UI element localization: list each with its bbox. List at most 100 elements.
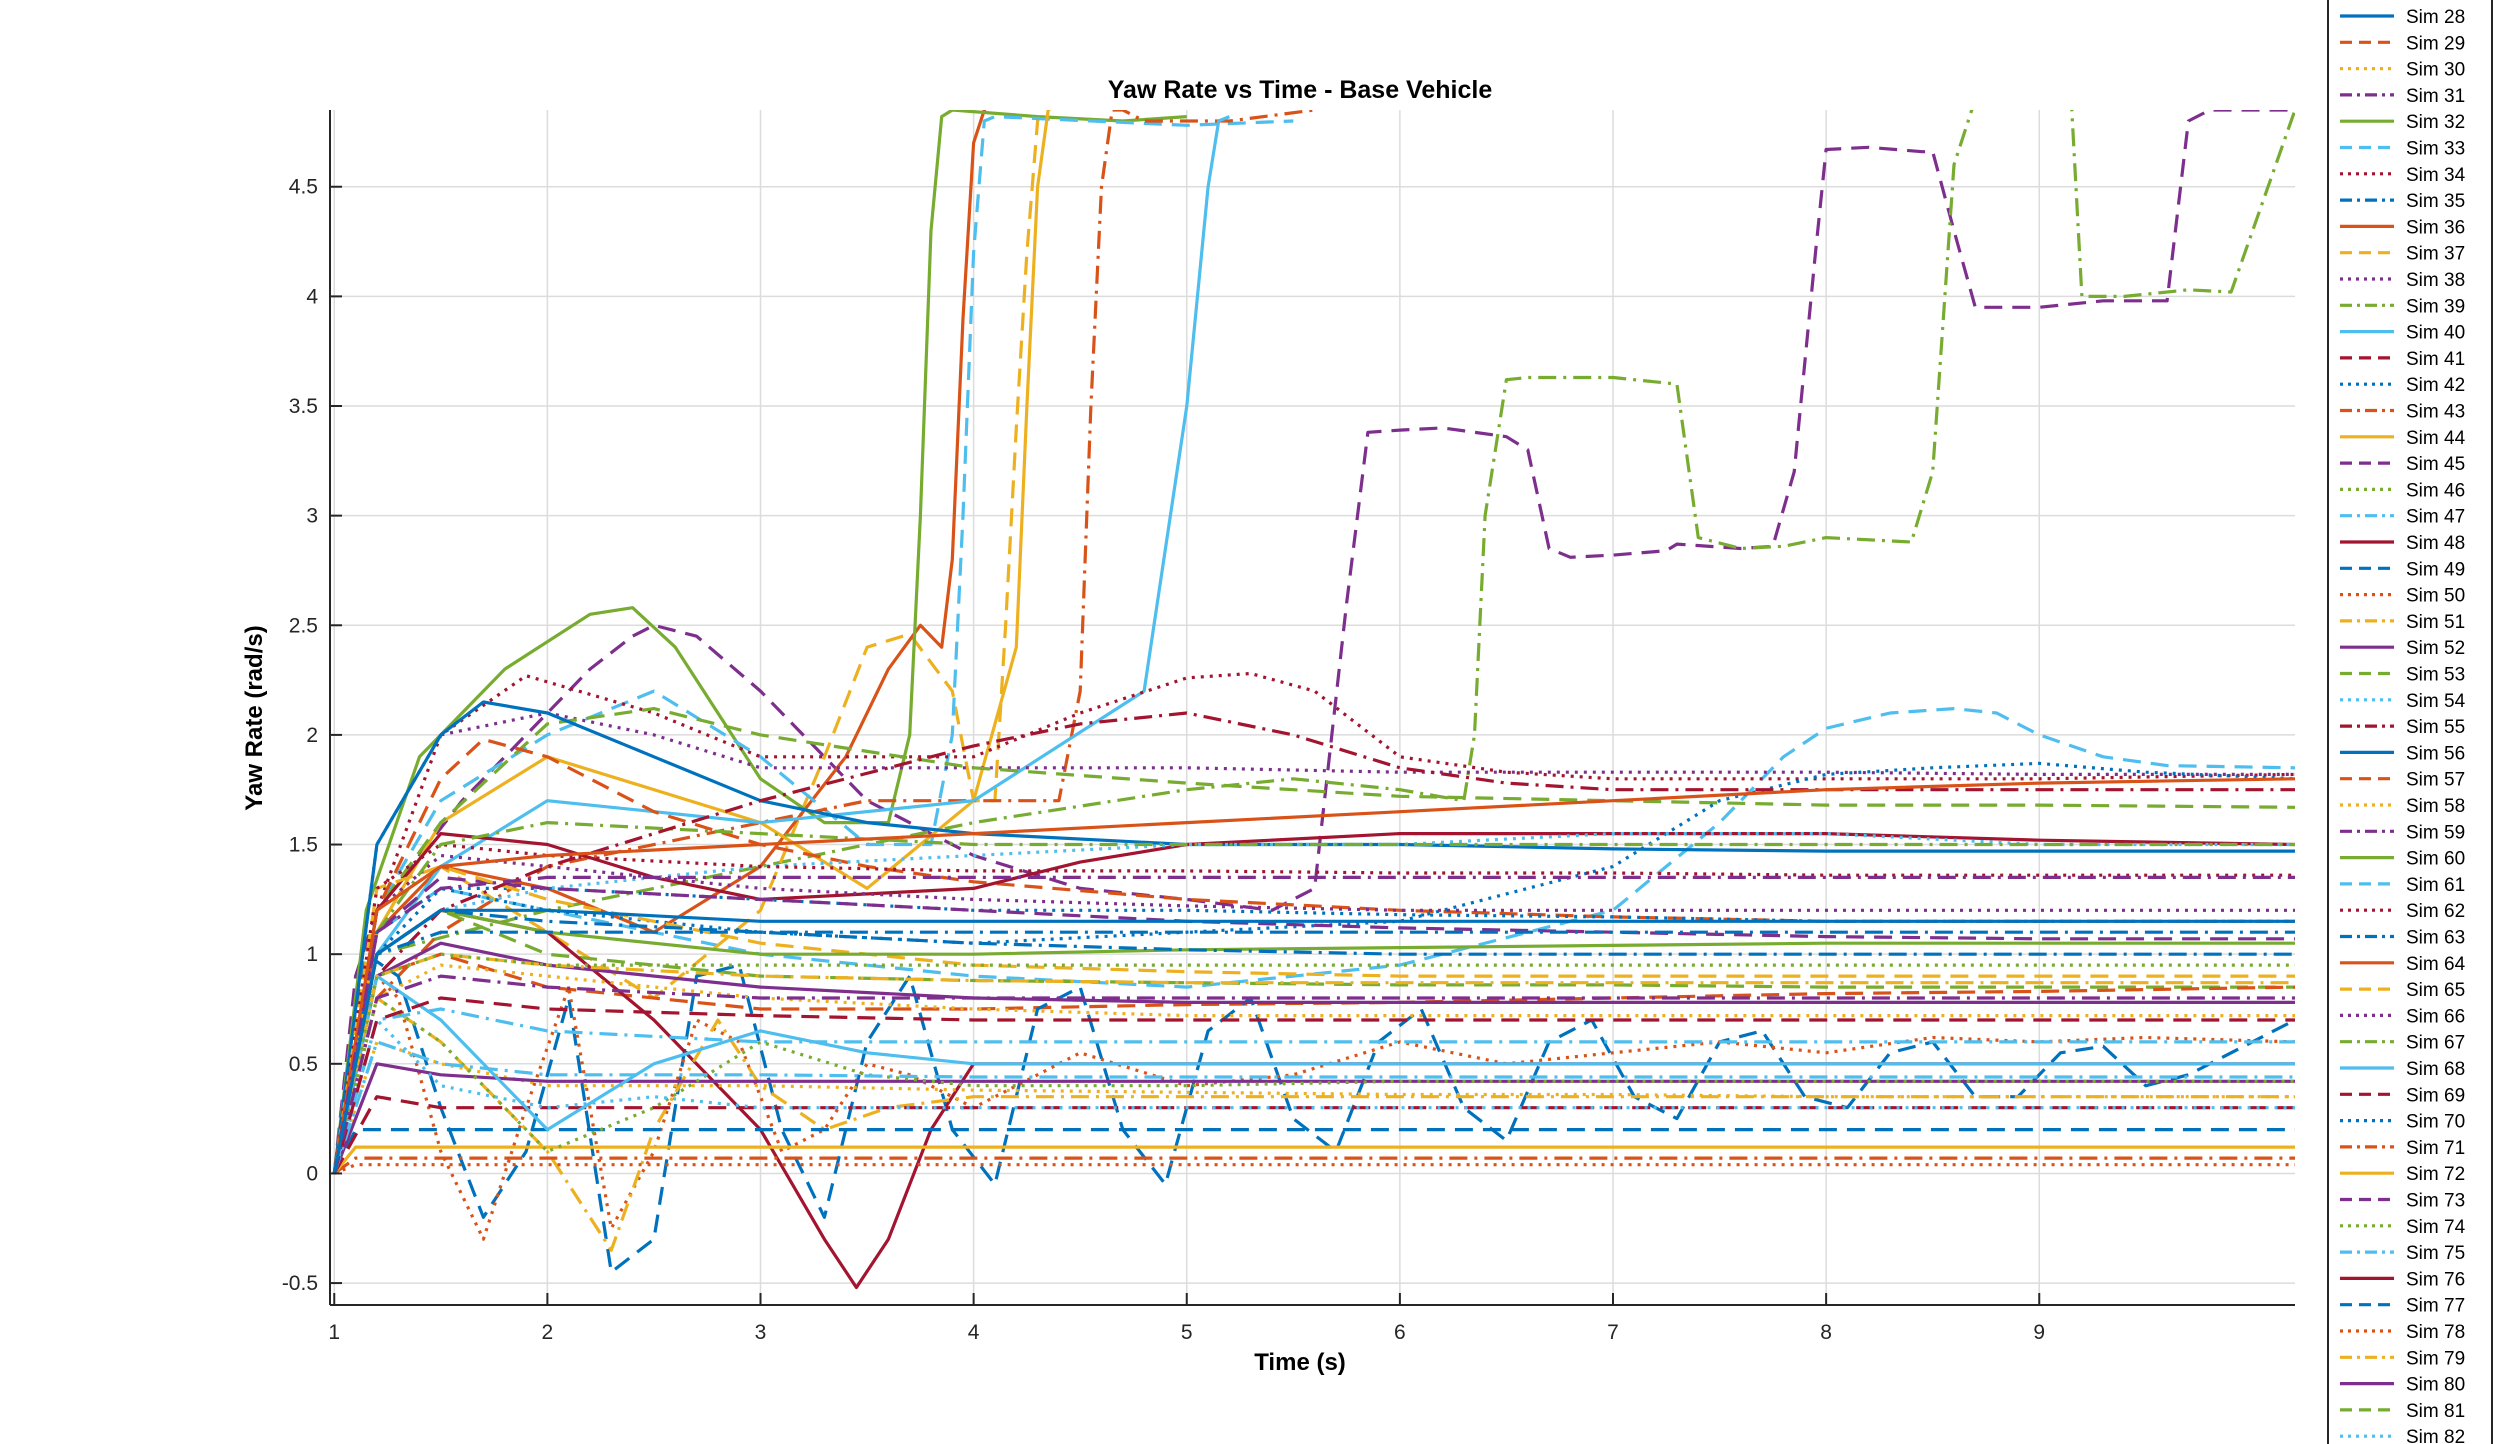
series-line (333, 1163, 2295, 1175)
series-line (332, 832, 2295, 1174)
series-line (332, 974, 2295, 1174)
x-tick-label: 5 (1181, 1321, 1193, 1344)
y-tick-label: 2 (306, 724, 318, 747)
legend-entry-label: Sim 63 (2406, 928, 2465, 949)
x-tick-label: 1 (328, 1321, 340, 1344)
legend-entry-label: Sim 41 (2406, 349, 2465, 370)
legend-entry-label: Sim 76 (2406, 1269, 2465, 1290)
legend-entry-label: Sim 77 (2406, 1296, 2465, 1317)
series-line (332, 952, 2295, 1174)
legend: Sim 28 Sim 29 Sim 30 Sim 31 Sim 32 Sim 33 Sim … (2327, 0, 2493, 1444)
legend-box (2327, 0, 2493, 1444)
legend-entry-label: Sim 39 (2406, 296, 2465, 317)
x-tick-label: 6 (1394, 1321, 1406, 1344)
legend-entry-label: Sim 42 (2406, 375, 2465, 396)
series-line (332, 974, 2295, 1174)
series-line (332, 963, 2295, 1174)
legend-entry-label: Sim 69 (2406, 1085, 2465, 1106)
legend-entry-label: Sim 44 (2406, 428, 2466, 449)
series-layer (332, 110, 2295, 1290)
y-tick-label: 0 (306, 1162, 318, 1185)
x-axis-label: Time (s) (1254, 1349, 1346, 1376)
x-tick-label: 3 (755, 1321, 767, 1344)
y-tick-label: 1 (306, 943, 318, 966)
legend-entry-label: Sim 51 (2406, 612, 2465, 633)
series-line (332, 110, 1045, 1174)
legend-entry-label: Sim 56 (2406, 743, 2465, 764)
series-line (332, 110, 1187, 1174)
y-tick-label: 1.5 (289, 834, 318, 857)
legend-entry-label: Sim 57 (2406, 770, 2465, 791)
legend-entry-label: Sim 61 (2406, 875, 2465, 896)
axes (329, 110, 2295, 1306)
legend-entry-label: Sim 34 (2406, 165, 2466, 186)
series-line (332, 110, 2295, 1174)
x-tick-label: 2 (542, 1321, 554, 1344)
legend-entry-label: Sim 55 (2406, 717, 2465, 738)
legend-entry-label: Sim 28 (2406, 7, 2465, 28)
legend-entry-label: Sim 66 (2406, 1006, 2465, 1027)
legend-entry-label: Sim 73 (2406, 1191, 2465, 1212)
series-line (332, 115, 1231, 1174)
series-line (332, 1040, 2295, 1174)
series-line (332, 707, 2295, 1174)
y-axis-label: Yaw Rate (rad/s) (241, 625, 268, 810)
series-line (332, 711, 2295, 1174)
y-tick-label: 4 (306, 285, 318, 308)
legend-entry-label: Sim 43 (2406, 402, 2465, 423)
legend-entry-label: Sim 60 (2406, 849, 2465, 870)
chart-title: Yaw Rate vs Time - Base Vehicle (1108, 76, 1493, 104)
legend-entry-label: Sim 29 (2406, 33, 2465, 54)
y-tick-label: 3.5 (289, 395, 318, 418)
legend-entry-label: Sim 45 (2406, 454, 2465, 475)
legend-entry-label: Sim 75 (2406, 1243, 2465, 1264)
series-line (333, 1145, 2295, 1175)
series-line (333, 1156, 2295, 1175)
legend-entry-label: Sim 35 (2406, 191, 2465, 212)
legend-entry-label: Sim 40 (2406, 323, 2465, 344)
x-tick-label: 9 (2033, 1321, 2045, 1344)
series-line (332, 671, 2295, 1174)
legend-entry-label: Sim 62 (2406, 901, 2465, 922)
series-line (332, 952, 2295, 1274)
series-line (332, 952, 2295, 1174)
x-tick-label: 8 (1820, 1321, 1832, 1344)
x-tick-label: 4 (968, 1321, 980, 1344)
legend-entry-label: Sim 53 (2406, 665, 2465, 686)
plot-lines (332, 110, 2295, 1290)
legend-entry-label: Sim 48 (2406, 533, 2465, 554)
series-line (332, 996, 2295, 1252)
legend-entry-label: Sim 68 (2406, 1059, 2465, 1080)
y-tick-label: -0.5 (282, 1272, 318, 1295)
series-line (332, 115, 1294, 1174)
legend-entry-label: Sim 46 (2406, 480, 2465, 501)
legend-entry-label: Sim 64 (2406, 954, 2466, 975)
legend-entry-label: Sim 65 (2406, 980, 2465, 1001)
series-line (332, 761, 2295, 1174)
series-line (332, 821, 2295, 1174)
series-line (332, 963, 2295, 1241)
legend-entry-label: Sim 47 (2406, 507, 2465, 528)
series-line (332, 864, 2295, 1174)
legend-entry-label: Sim 52 (2406, 638, 2465, 659)
y-tick-label: 2.5 (289, 614, 318, 637)
series-line (332, 941, 2295, 1174)
y-tick-label: 0.5 (289, 1053, 318, 1076)
legend-entry-label: Sim 31 (2406, 86, 2465, 107)
series-line (332, 886, 2295, 1174)
tick-labels: 1 2 3 4 5 6 7 8 9 -0.5 0 0.5 1 1.5 2 2.5 3 3.5 4 4.5 (282, 176, 2045, 1344)
series-line (332, 777, 2295, 1174)
legend-entry-label: Sim 49 (2406, 559, 2465, 580)
series-line (332, 1128, 2295, 1175)
legend-entry-label: Sim 38 (2406, 270, 2465, 291)
series-line (332, 110, 2295, 1174)
series-line (332, 1018, 2295, 1174)
legend-entry-label: Sim 36 (2406, 217, 2465, 238)
legend-entry-label: Sim 79 (2406, 1348, 2465, 1369)
legend-entry-label: Sim 50 (2406, 586, 2465, 607)
legend-entry-label: Sim 30 (2406, 60, 2465, 81)
y-tick-label: 3 (306, 505, 318, 528)
legend-entry-label: Sim 59 (2406, 822, 2465, 843)
